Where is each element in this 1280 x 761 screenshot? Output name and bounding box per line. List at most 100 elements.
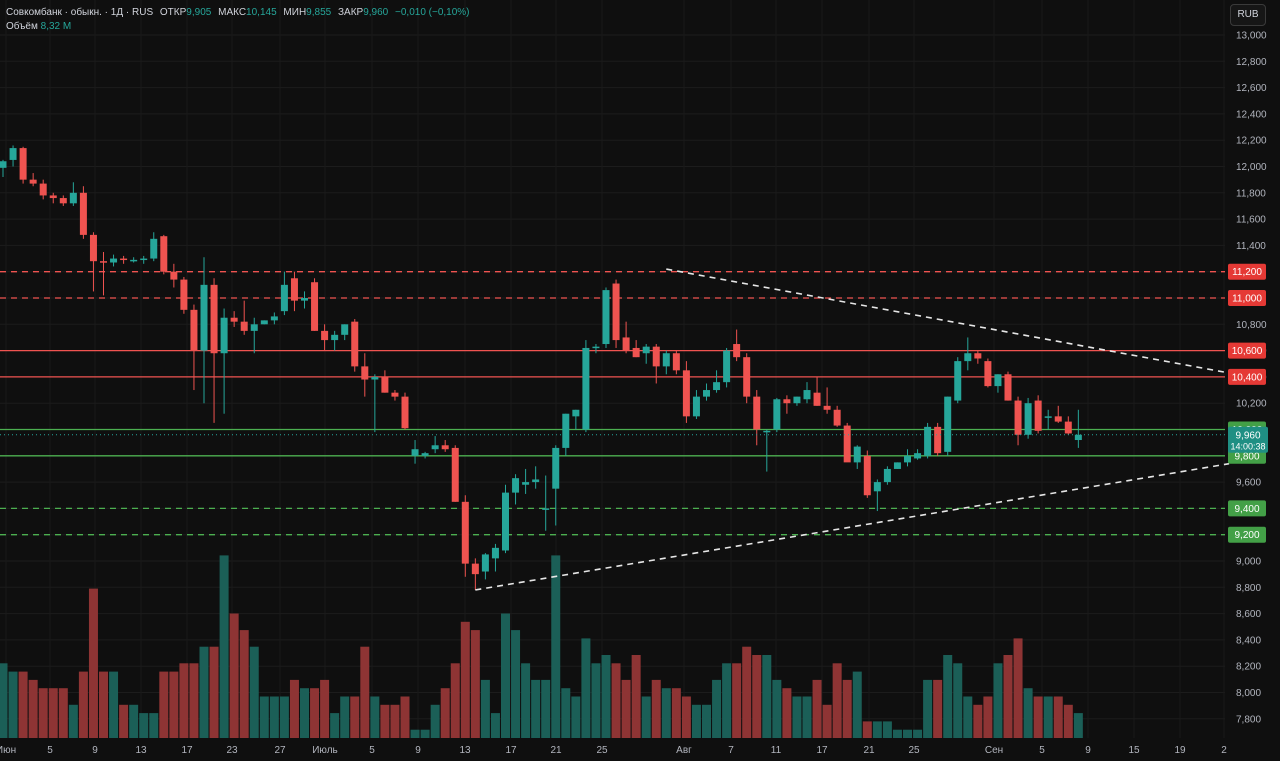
candle[interactable] [140,258,148,261]
candle[interactable] [471,563,479,575]
candle[interactable] [351,321,359,367]
candle[interactable] [69,192,77,204]
candle[interactable] [612,283,620,341]
candle[interactable] [783,399,791,404]
candle[interactable] [301,298,308,301]
candle[interactable] [401,396,409,429]
candle[interactable] [964,353,972,362]
candle[interactable] [733,344,741,358]
candle[interactable] [682,370,690,417]
candle[interactable] [793,396,801,404]
candle[interactable] [703,390,710,397]
candle[interactable] [29,179,37,184]
candle[interactable] [904,455,911,463]
candle[interactable] [813,392,821,406]
candle[interactable] [984,361,992,387]
symbol-title[interactable]: Совкомбанк · обыкн. · 1Д · RUS [6,7,154,18]
candle[interactable] [632,347,640,358]
candle[interactable] [0,161,7,168]
candle[interactable] [160,236,168,272]
candle[interactable] [622,337,630,351]
candle[interactable] [873,482,881,492]
candle[interactable] [592,346,600,349]
candle[interactable] [512,478,520,493]
candle[interactable] [1004,374,1012,401]
candle[interactable] [572,409,580,417]
candle[interactable] [220,317,228,354]
candle[interactable] [210,284,218,354]
candle[interactable] [260,320,268,325]
candle[interactable] [130,259,138,262]
candle[interactable] [763,430,771,433]
candle[interactable] [190,309,198,351]
candle[interactable] [180,279,188,310]
candle[interactable] [642,346,650,354]
candle[interactable] [522,482,530,485]
candle[interactable] [481,554,489,572]
candle[interactable] [341,324,349,335]
candle[interactable] [893,462,901,469]
trendline[interactable] [475,462,1230,591]
candle[interactable] [833,409,841,426]
candle[interactable] [290,278,298,301]
trendline[interactable] [666,268,1230,374]
candle[interactable] [994,374,1002,387]
candle[interactable] [9,148,17,160]
candle[interactable] [79,192,87,235]
candle[interactable] [331,334,339,341]
candle[interactable] [120,258,128,261]
candle[interactable] [863,455,871,496]
candle[interactable] [924,426,932,456]
candle[interactable] [321,330,329,341]
candle[interactable] [411,449,419,456]
candle[interactable] [1054,416,1062,422]
candle[interactable] [713,382,721,391]
candle[interactable] [1024,403,1032,435]
candle[interactable] [944,396,952,452]
candle[interactable] [391,392,399,397]
candle[interactable] [843,425,851,463]
candlesticks[interactable] [0,145,1082,590]
candle[interactable] [692,396,700,417]
candle[interactable] [823,405,831,410]
trendlines[interactable] [475,268,1230,591]
candle[interactable] [662,353,670,367]
candle[interactable] [89,234,97,262]
candle[interactable] [672,353,680,371]
candle[interactable] [1044,416,1052,418]
candle[interactable] [280,284,288,312]
candle[interactable] [914,453,922,459]
candle[interactable] [200,284,208,351]
candle[interactable] [542,508,550,510]
candle[interactable] [532,479,540,483]
candle[interactable] [652,346,660,367]
candle[interactable] [461,501,469,564]
candle[interactable] [311,282,319,331]
candle[interactable] [491,547,499,559]
candle[interactable] [230,317,238,322]
candle[interactable] [743,357,751,397]
candle[interactable] [723,350,731,383]
candle[interactable] [361,366,369,380]
candle[interactable] [49,195,57,199]
candle[interactable] [1064,421,1072,434]
currency-button[interactable]: RUB [1230,4,1266,26]
candle[interactable] [552,447,560,489]
candle[interactable] [421,453,429,456]
candle[interactable] [110,258,118,263]
candle[interactable] [59,198,67,204]
candle[interactable] [250,324,258,331]
candle[interactable] [883,468,891,483]
candle[interactable] [853,446,861,463]
candle[interactable] [431,445,439,450]
candle[interactable] [502,492,509,551]
candle[interactable] [602,290,610,345]
candle[interactable] [1074,434,1082,441]
candle[interactable] [1034,400,1042,431]
candle[interactable] [562,413,570,448]
candle[interactable] [753,396,761,430]
candle[interactable] [150,238,158,259]
candle[interactable] [441,445,449,450]
candle[interactable] [371,376,379,380]
